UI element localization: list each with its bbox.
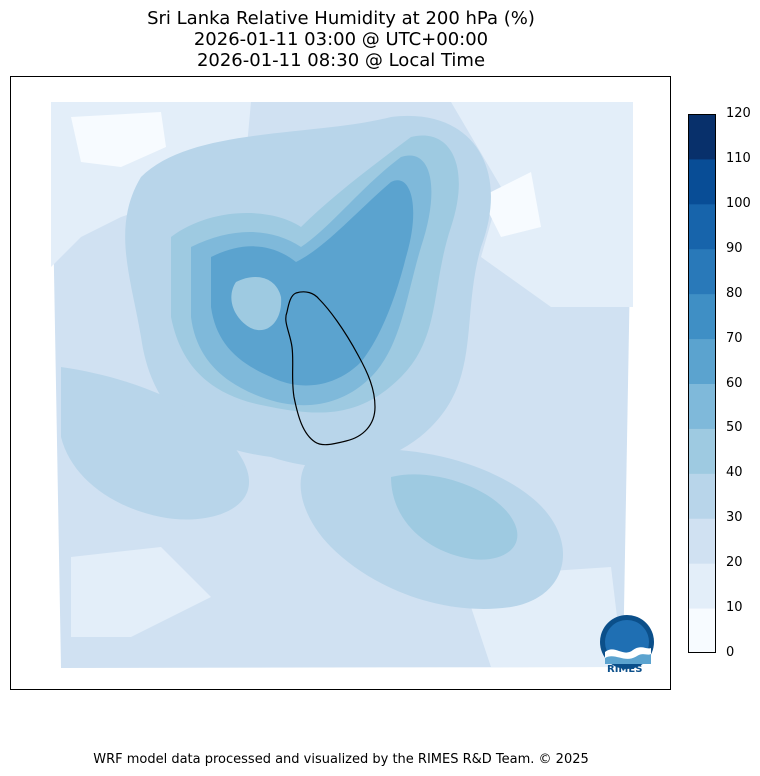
colorbar-tick-110: 110: [726, 150, 751, 166]
colorbar-tick-90: 90: [726, 240, 743, 256]
title-line-local: 2026-01-11 08:30 @ Local Time: [196, 50, 486, 71]
colorbar-tick-30: 30: [726, 510, 743, 526]
colorbar-tick-70: 70: [726, 330, 743, 346]
colorbar-tick-60: 60: [726, 375, 743, 391]
colorbar-tick-80: 80: [726, 285, 743, 301]
colorbar-bin-30-40: [688, 473, 716, 519]
map-title: Sri Lanka Relative Humidity at 200 hPa (…: [10, 8, 672, 71]
colorbar-bin-90-100: [688, 203, 716, 250]
colorbar-bin-40-50: [688, 428, 716, 474]
colorbar-bin-60-70: [688, 338, 716, 384]
colorbar-tick-0: 0: [726, 645, 735, 660]
colorbar-tick-50: 50: [726, 420, 743, 436]
contour-0-10-b: [481, 172, 541, 237]
colorbar-tick-120: 120: [726, 106, 751, 121]
map-panel: [10, 76, 671, 690]
logo-text: RIMES: [607, 664, 643, 675]
contour-40-50-b: [391, 474, 518, 560]
colorbar-bin-70-80: [688, 293, 716, 340]
colorbar-bin-20-30: [688, 518, 716, 564]
contour-10-20-c: [71, 547, 211, 637]
colorbar-tick-100: 100: [726, 195, 751, 211]
contour-0-10: [71, 112, 166, 167]
contour-60-70: [211, 180, 414, 386]
colorbar: [688, 114, 716, 653]
colorbar-tick-20: 20: [726, 555, 743, 571]
colorbar-bin-100-110: [688, 158, 716, 205]
contour-10-20-b: [451, 102, 633, 307]
colorbar-tick-10: 10: [726, 600, 743, 616]
colorbar-bin-10-20: [688, 563, 716, 609]
colorbar-bin-80-90: [688, 248, 716, 295]
colorbar-bin-0-10: [688, 608, 716, 653]
sri-lanka-outline: [285, 291, 376, 446]
title-line-variable: Sri Lanka Relative Humidity at 200 hPa (…: [147, 8, 535, 29]
humidity-field: [51, 102, 633, 668]
colorbar-bin-110-120: [688, 114, 716, 160]
footer-credit: WRF model data processed and visualized …: [93, 752, 589, 767]
title-line-utc: 2026-01-11 03:00 @ UTC+00:00: [193, 29, 489, 50]
colorbar-tick-40: 40: [726, 465, 743, 481]
contour-30-40-b: [61, 367, 250, 520]
colorbar-bin-50-60: [688, 383, 716, 429]
contour-light-core: [231, 277, 282, 331]
rimes-logo: RIMES: [597, 614, 657, 676]
